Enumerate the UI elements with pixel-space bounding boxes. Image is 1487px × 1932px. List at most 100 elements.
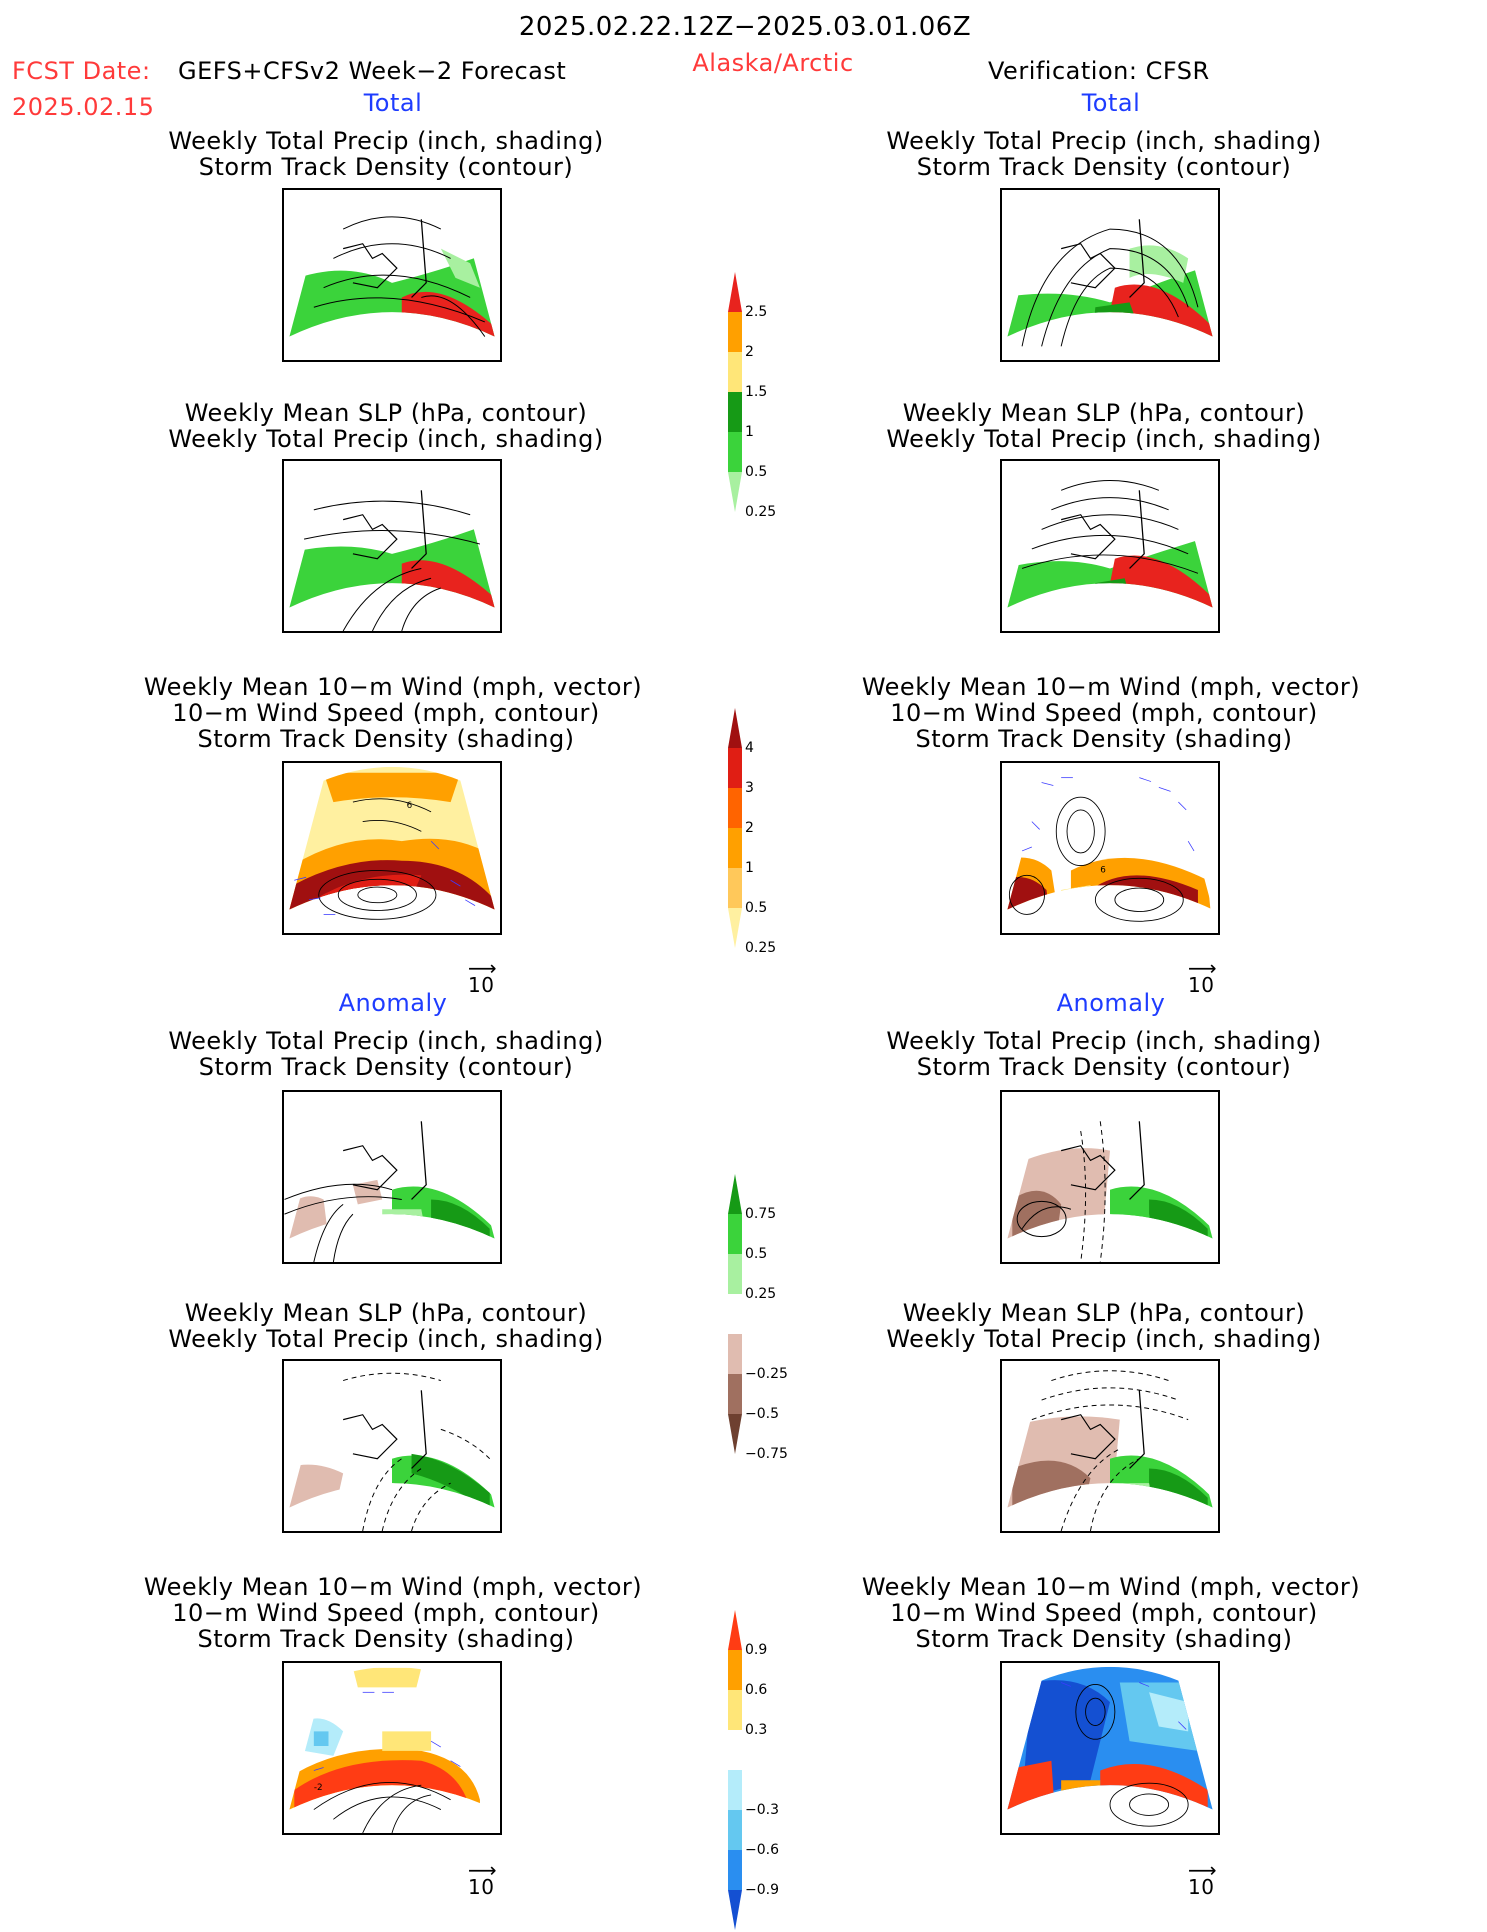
colorbar-tick-label: 2 — [745, 820, 754, 836]
section-anomaly-right: Anomaly — [1056, 989, 1166, 1017]
colorbar-swatch — [728, 1730, 742, 1770]
fcst-model: GEFS+CFSv2 Week−2 Forecast — [178, 57, 567, 85]
title-r1-left-1: Weekly Total Precip (inch, shading) — [168, 127, 604, 155]
colorbar-graphic — [728, 1610, 742, 1930]
vector-arrow-icon: ⟶ — [468, 1858, 497, 1882]
colorbar-tick-label: −0.25 — [745, 1366, 788, 1382]
title-r3-left-1: Weekly Mean 10−m Wind (mph, vector) — [143, 673, 643, 701]
title-r1-right-2: Storm Track Density (contour) — [916, 153, 1292, 181]
title-r6-right-3: Storm Track Density (shading) — [915, 1625, 1293, 1653]
colorbar-tick-label: 0.3 — [745, 1722, 768, 1738]
title-r4-left-1: Weekly Total Precip (inch, shading) — [168, 1027, 604, 1055]
map-anom-wind-storm-forecast: -2 — [282, 1661, 502, 1835]
colorbar-tick-label: 0.25 — [745, 504, 777, 520]
colorbar-swatch — [728, 748, 742, 788]
colorbar-tick-label: 1 — [745, 424, 754, 440]
colorbar-tick-label: 0.25 — [745, 1286, 777, 1302]
colorbar-swatch — [728, 1890, 742, 1930]
colorbar-graphic — [728, 272, 742, 512]
title-r3-right-1: Weekly Mean 10−m Wind (mph, vector) — [861, 673, 1361, 701]
colorbar-tick-label: 4 — [745, 740, 754, 756]
map-anom-precip-storm-forecast — [282, 1090, 502, 1264]
vector-ref-r3-right: 10 — [1188, 973, 1215, 997]
colorbar-swatch — [728, 1214, 742, 1254]
colorbar-swatch — [728, 1174, 742, 1214]
svg-text:6: 6 — [1100, 865, 1106, 875]
colorbar-tick-label: −0.9 — [745, 1882, 779, 1898]
colorbar-swatch — [728, 1294, 742, 1334]
fcst-date-label: FCST Date: — [12, 57, 151, 85]
title-r1-right-1: Weekly Total Precip (inch, shading) — [886, 127, 1322, 155]
vector-ref-r3-left: 10 — [468, 973, 495, 997]
colorbar-tick-label: −0.5 — [745, 1406, 779, 1422]
title-r2-left-1: Weekly Mean SLP (hPa, contour) — [184, 399, 588, 427]
title-r6-left-3: Storm Track Density (shading) — [197, 1625, 575, 1653]
map-total-slp-precip-forecast — [282, 459, 502, 633]
title-r6-left-1: Weekly Mean 10−m Wind (mph, vector) — [143, 1573, 643, 1601]
title-r2-left-2: Weekly Total Precip (inch, shading) — [168, 425, 604, 453]
region-label: Alaska/Arctic — [692, 49, 854, 77]
vector-arrow-icon: ⟶ — [1188, 1858, 1217, 1882]
title-r6-right-1: Weekly Mean 10−m Wind (mph, vector) — [861, 1573, 1361, 1601]
colorbar-tick-label: 0.5 — [745, 900, 768, 916]
colorbar-swatch — [728, 1414, 742, 1454]
title-r6-right-2: 10−m Wind Speed (mph, contour) — [890, 1599, 1318, 1627]
title-r4-right-2: Storm Track Density (contour) — [916, 1053, 1292, 1081]
map-total-precip-storm-verification — [1000, 188, 1220, 362]
vector-arrow-icon: ⟶ — [1188, 956, 1217, 980]
colorbar-swatch — [728, 272, 742, 312]
colorbar-swatch — [728, 708, 742, 748]
colorbar-tick-label: 0.5 — [745, 1246, 768, 1262]
vector-arrow-icon: ⟶ — [468, 956, 497, 980]
map-total-slp-precip-verification — [1000, 459, 1220, 633]
colorbar-swatch — [728, 432, 742, 472]
title-r3-right-3: Storm Track Density (shading) — [915, 725, 1293, 753]
title-r5-left-1: Weekly Mean SLP (hPa, contour) — [184, 1299, 588, 1327]
colorbar-tick-label: 2.5 — [745, 304, 768, 320]
svg-text:-2: -2 — [314, 1783, 323, 1793]
colorbar-swatch — [728, 1610, 742, 1650]
colorbar-tick-label: 3 — [745, 780, 754, 796]
title-r3-left-2: 10−m Wind Speed (mph, contour) — [172, 699, 600, 727]
vector-ref-r6-right: 10 — [1188, 1875, 1215, 1899]
colorbar-swatch — [728, 1770, 742, 1810]
title-r3-left-3: Storm Track Density (shading) — [197, 725, 575, 753]
colorbar-tick-label: 1.5 — [745, 384, 768, 400]
colorbar-tick-label: 2 — [745, 344, 754, 360]
title-r2-right-2: Weekly Total Precip (inch, shading) — [886, 425, 1322, 453]
title-r2-right-1: Weekly Mean SLP (hPa, contour) — [902, 399, 1306, 427]
title-r4-right-1: Weekly Total Precip (inch, shading) — [886, 1027, 1322, 1055]
verification-label: Verification: CFSR — [988, 57, 1210, 85]
section-anomaly-left: Anomaly — [338, 989, 448, 1017]
colorbar-graphic — [728, 708, 742, 948]
map-total-precip-storm-forecast — [282, 188, 502, 362]
colorbar-tick-label: −0.3 — [745, 1802, 779, 1818]
map-anom-wind-storm-verification — [1000, 1661, 1220, 1835]
title-r6-left-2: 10−m Wind Speed (mph, contour) — [172, 1599, 600, 1627]
title-r5-right-2: Weekly Total Precip (inch, shading) — [886, 1325, 1322, 1353]
colorbar-swatch — [728, 1254, 742, 1294]
colorbar-tick-label: −0.75 — [745, 1446, 788, 1462]
colorbar-swatch — [728, 1334, 742, 1374]
colorbar-tick-label: 0.75 — [745, 1206, 777, 1222]
title-r3-right-2: 10−m Wind Speed (mph, contour) — [890, 699, 1318, 727]
colorbar-swatch — [728, 908, 742, 948]
colorbar-tick-label: 0.9 — [745, 1642, 768, 1658]
title-r1-left-2: Storm Track Density (contour) — [198, 153, 574, 181]
map-total-wind-storm-verification: 6 — [1000, 761, 1220, 935]
title-r5-right-1: Weekly Mean SLP (hPa, contour) — [902, 1299, 1306, 1327]
map-anom-slp-precip-forecast — [282, 1359, 502, 1533]
section-total-right: Total — [1081, 89, 1141, 117]
colorbar-graphic — [728, 1174, 742, 1454]
map-anom-precip-storm-verification — [1000, 1090, 1220, 1264]
colorbar-tick-label: −0.6 — [745, 1842, 779, 1858]
colorbar-tick-label: 0.6 — [745, 1682, 768, 1698]
colorbar-swatch — [728, 472, 742, 512]
map-total-wind-storm-forecast: 6 — [282, 761, 502, 935]
section-total-left: Total — [363, 89, 423, 117]
colorbar-swatch — [728, 352, 742, 392]
colorbar-swatch — [728, 392, 742, 432]
colorbar-tick-label: 0.25 — [745, 940, 777, 956]
colorbar-swatch — [728, 1810, 742, 1850]
title-r4-left-2: Storm Track Density (contour) — [198, 1053, 574, 1081]
